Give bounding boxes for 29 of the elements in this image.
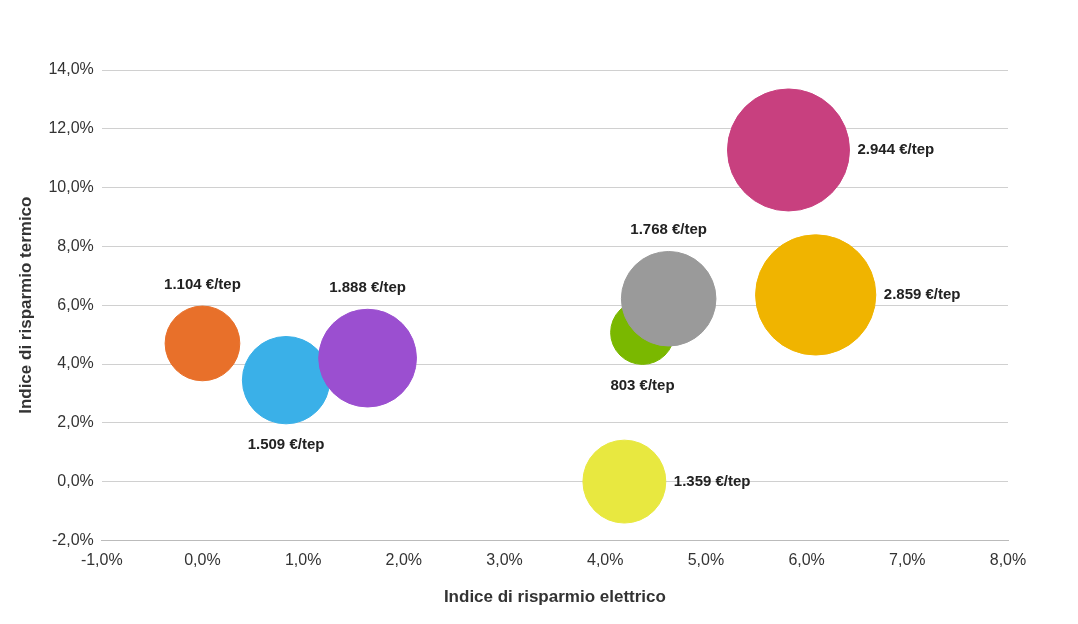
x-tick-label: 7,0% (889, 551, 926, 569)
data-label: 1.768 €/tep (630, 220, 708, 238)
x-tick-label: 8,0% (989, 551, 1027, 569)
data-label: 1.509 €/tep (247, 435, 325, 453)
x-tick-label: 1,0% (284, 551, 322, 569)
x-axis-title: Indice di risparmio elettrico (443, 587, 666, 607)
data-label: 803 €/tep (610, 376, 675, 394)
y-tick-label: 4,0% (57, 354, 94, 372)
x-tick-label: 5,0% (687, 551, 725, 569)
y-tick-label: -2,0% (51, 530, 94, 548)
data-label: 1.888 €/tep (329, 277, 406, 295)
y-tick-label: 14,0% (48, 60, 94, 78)
y-tick-label: 8,0% (57, 236, 94, 254)
y-tick-label: 6,0% (57, 295, 94, 313)
y-tick-label: 2,0% (57, 413, 94, 431)
y-tick-label: 12,0% (48, 119, 94, 137)
x-tick-label: 4,0% (587, 551, 624, 569)
y-tick-label: 10,0% (48, 178, 94, 196)
data-label: 2.859 €/tep (883, 285, 961, 303)
data-label: 1.104 €/tep (164, 274, 241, 292)
y-axis-title: Indice di risparmio termico (15, 196, 35, 414)
x-tick-label: -1,0% (80, 551, 123, 569)
x-tick-label: 6,0% (788, 551, 825, 569)
x-tick-label: 2,0% (385, 551, 423, 569)
data-label: 2.944 €/tep (857, 140, 935, 158)
x-tick-label: 3,0% (486, 551, 523, 569)
data-label: 1.359 €/tep (673, 471, 751, 489)
y-tick-label: 0,0% (57, 472, 94, 490)
x-tick-label: 0,0% (184, 551, 221, 569)
